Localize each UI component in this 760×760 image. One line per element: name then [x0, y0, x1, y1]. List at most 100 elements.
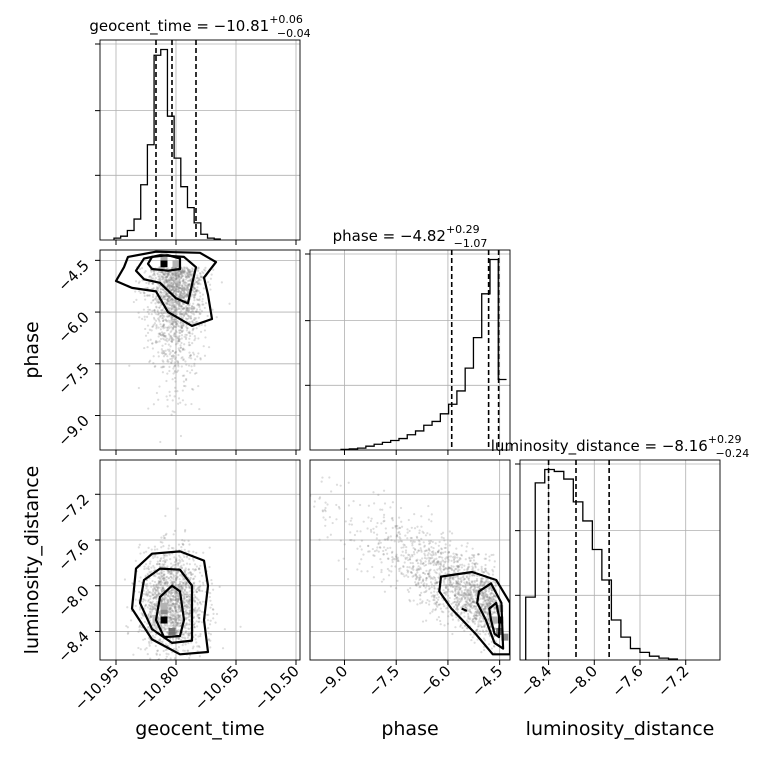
scatter-point — [428, 569, 431, 572]
scatter-point — [165, 298, 168, 301]
scatter-point — [179, 322, 182, 325]
scatter-point — [383, 538, 386, 541]
scatter-point — [188, 344, 192, 347]
scatter-point — [197, 337, 200, 340]
scatter-point — [172, 617, 175, 620]
scatter-point — [421, 557, 424, 560]
scatter-point — [468, 618, 471, 621]
scatter-point — [157, 581, 160, 584]
scatter-point — [420, 549, 423, 552]
scatter-point — [178, 636, 181, 640]
scatter-point — [137, 630, 140, 633]
scatter-point — [494, 595, 497, 598]
scatter-point — [163, 614, 166, 617]
scatter-point — [485, 603, 488, 606]
scatter-point — [187, 634, 190, 637]
scatter-point — [167, 577, 170, 580]
scatter-point — [188, 276, 191, 279]
scatter-point — [466, 542, 469, 545]
scatter-point — [416, 525, 419, 528]
scatter-point — [151, 295, 155, 298]
scatter-point — [154, 365, 157, 368]
scatter-point — [175, 631, 178, 634]
scatter-point — [154, 341, 157, 344]
scatter-point — [396, 534, 399, 538]
scatter-point — [146, 606, 149, 609]
scatter-point — [152, 293, 155, 296]
scatter-points — [128, 266, 231, 444]
scatter-point — [166, 326, 169, 330]
scatter-point — [391, 550, 394, 554]
scatter-point — [479, 579, 483, 582]
scatter-point — [486, 612, 489, 615]
scatter-point — [174, 606, 177, 610]
scatter-point — [449, 555, 453, 558]
scatter-point — [180, 564, 183, 568]
scatter-point — [164, 643, 168, 646]
scatter-point — [198, 571, 202, 574]
scatter-point — [422, 541, 425, 544]
scatter-point — [412, 565, 415, 568]
scatter-point — [171, 326, 175, 329]
scatter-point — [181, 581, 185, 585]
scatter-point — [482, 597, 485, 601]
scatter-point — [163, 271, 166, 275]
scatter-point — [180, 271, 183, 274]
scatter-point — [147, 592, 150, 595]
scatter-point — [179, 331, 182, 335]
scatter-point — [463, 577, 466, 581]
scatter-point — [469, 590, 473, 594]
scatter-point — [372, 527, 375, 530]
scatter-point — [174, 624, 177, 627]
scatter-point — [447, 559, 450, 562]
scatter-point — [449, 539, 452, 543]
scatter-point — [195, 310, 198, 313]
scatter-point — [162, 323, 165, 326]
scatter-point — [161, 317, 164, 320]
scatter-point — [175, 301, 178, 304]
scatter-point — [444, 593, 447, 596]
scatter-point — [172, 604, 175, 607]
scatter-point — [418, 576, 421, 579]
scatter-point — [431, 577, 435, 580]
scatter-point — [469, 605, 472, 608]
scatter-point — [473, 614, 476, 617]
scatter-point — [173, 310, 176, 313]
scatter-point — [428, 572, 431, 575]
scatter-point — [163, 562, 166, 566]
scatter-point — [476, 609, 479, 612]
scatter-point — [176, 369, 180, 372]
scatter-point — [432, 584, 436, 587]
scatter-point — [185, 612, 188, 615]
scatter-point — [164, 560, 167, 563]
scatter-point — [193, 372, 197, 375]
scatter-point — [418, 586, 421, 589]
scatter-point — [193, 608, 196, 611]
scatter-point — [456, 596, 459, 599]
scatter-point — [443, 624, 446, 627]
scatter-point — [170, 624, 173, 627]
scatter-point — [165, 275, 168, 278]
scatter-point — [180, 288, 184, 291]
scatter-point — [158, 275, 161, 278]
scatter-point — [167, 295, 170, 298]
scatter-point — [483, 624, 486, 627]
scatter-point — [194, 290, 197, 293]
scatter-point — [153, 318, 156, 321]
scatter-point — [170, 284, 173, 288]
scatter-point — [168, 314, 172, 317]
scatter-point — [424, 534, 428, 537]
scatter-point — [161, 278, 164, 281]
scatter-point — [179, 350, 182, 353]
scatter-point — [167, 343, 170, 346]
scatter-point — [165, 280, 168, 283]
scatter-point — [188, 273, 191, 276]
scatter-point — [466, 594, 469, 597]
scatter-point — [435, 563, 438, 566]
scatter-point — [170, 277, 173, 280]
scatter-point — [183, 295, 186, 298]
scatter-point — [198, 303, 201, 306]
scatter-point — [187, 593, 190, 596]
scatter-point — [152, 574, 155, 577]
scatter-point — [196, 625, 199, 628]
